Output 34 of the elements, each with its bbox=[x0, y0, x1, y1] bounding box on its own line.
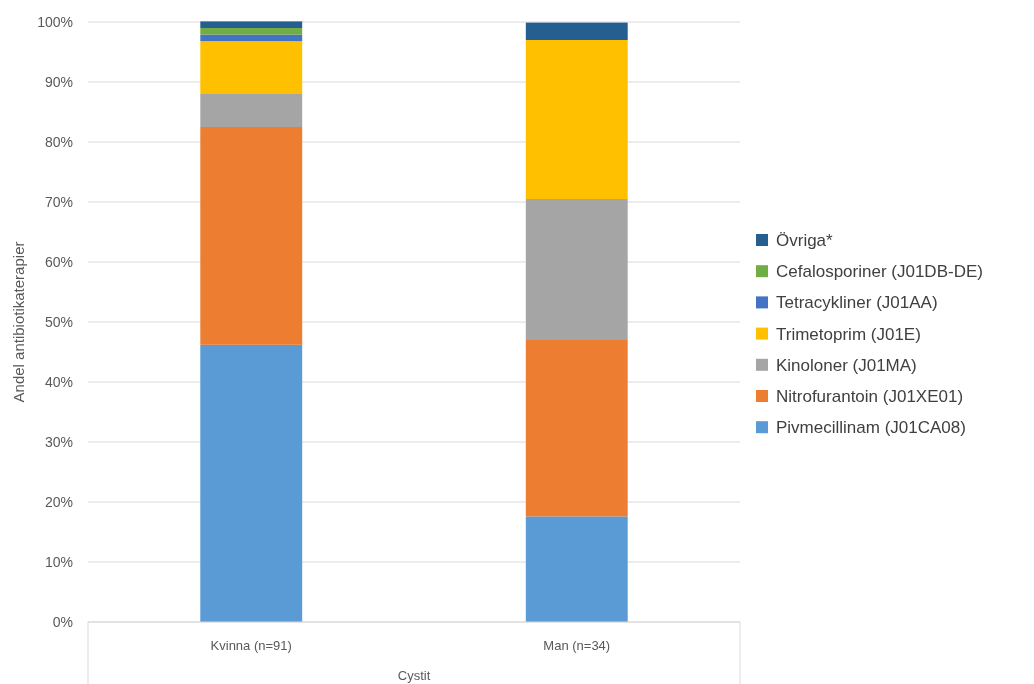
legend-label: Övriga* bbox=[776, 230, 834, 250]
x-axis-title: Cystit bbox=[397, 668, 431, 683]
y-tick-label: 60% bbox=[44, 253, 73, 270]
y-tick-label: 50% bbox=[44, 313, 73, 330]
bar bbox=[200, 28, 303, 35]
legend-label: Trimetoprim (J01E) bbox=[776, 324, 921, 344]
bar bbox=[200, 34, 303, 42]
bar bbox=[525, 340, 628, 517]
legend-label: Kinoloner (J01MA) bbox=[776, 355, 917, 375]
legend-label: Pivmecillinam (J01CA08) bbox=[776, 418, 966, 438]
legend-label: Tetracykliner (J01AA) bbox=[776, 293, 938, 313]
bar bbox=[525, 40, 628, 199]
x-tick-label: Man (n=34) bbox=[543, 638, 611, 653]
y-tick-label: 70% bbox=[44, 193, 73, 210]
y-tick-label: 100% bbox=[37, 13, 73, 30]
legend-label: Nitrofurantoin (J01XE01) bbox=[776, 386, 964, 406]
y-tick-label: 40% bbox=[44, 373, 73, 390]
x-tick-label: Kvinna (n=91) bbox=[210, 638, 292, 653]
y-tick-label: 0% bbox=[52, 613, 73, 630]
bar bbox=[200, 94, 303, 127]
legend-label: Cefalosporiner (J01DB-DE) bbox=[776, 262, 983, 282]
y-tick-label: 90% bbox=[44, 73, 73, 90]
y-tick-label: 80% bbox=[44, 133, 73, 150]
bar bbox=[525, 22, 628, 40]
y-tick-label: 10% bbox=[44, 553, 73, 570]
y-tick-label: 20% bbox=[44, 493, 73, 510]
bar bbox=[200, 344, 303, 622]
bar bbox=[525, 516, 628, 622]
bar bbox=[200, 21, 303, 28]
bar bbox=[525, 199, 628, 340]
y-axis-title: Andel antibiotikaterapier bbox=[10, 241, 27, 403]
bar bbox=[200, 41, 303, 94]
bar bbox=[200, 127, 303, 345]
y-tick-label: 30% bbox=[44, 433, 73, 450]
